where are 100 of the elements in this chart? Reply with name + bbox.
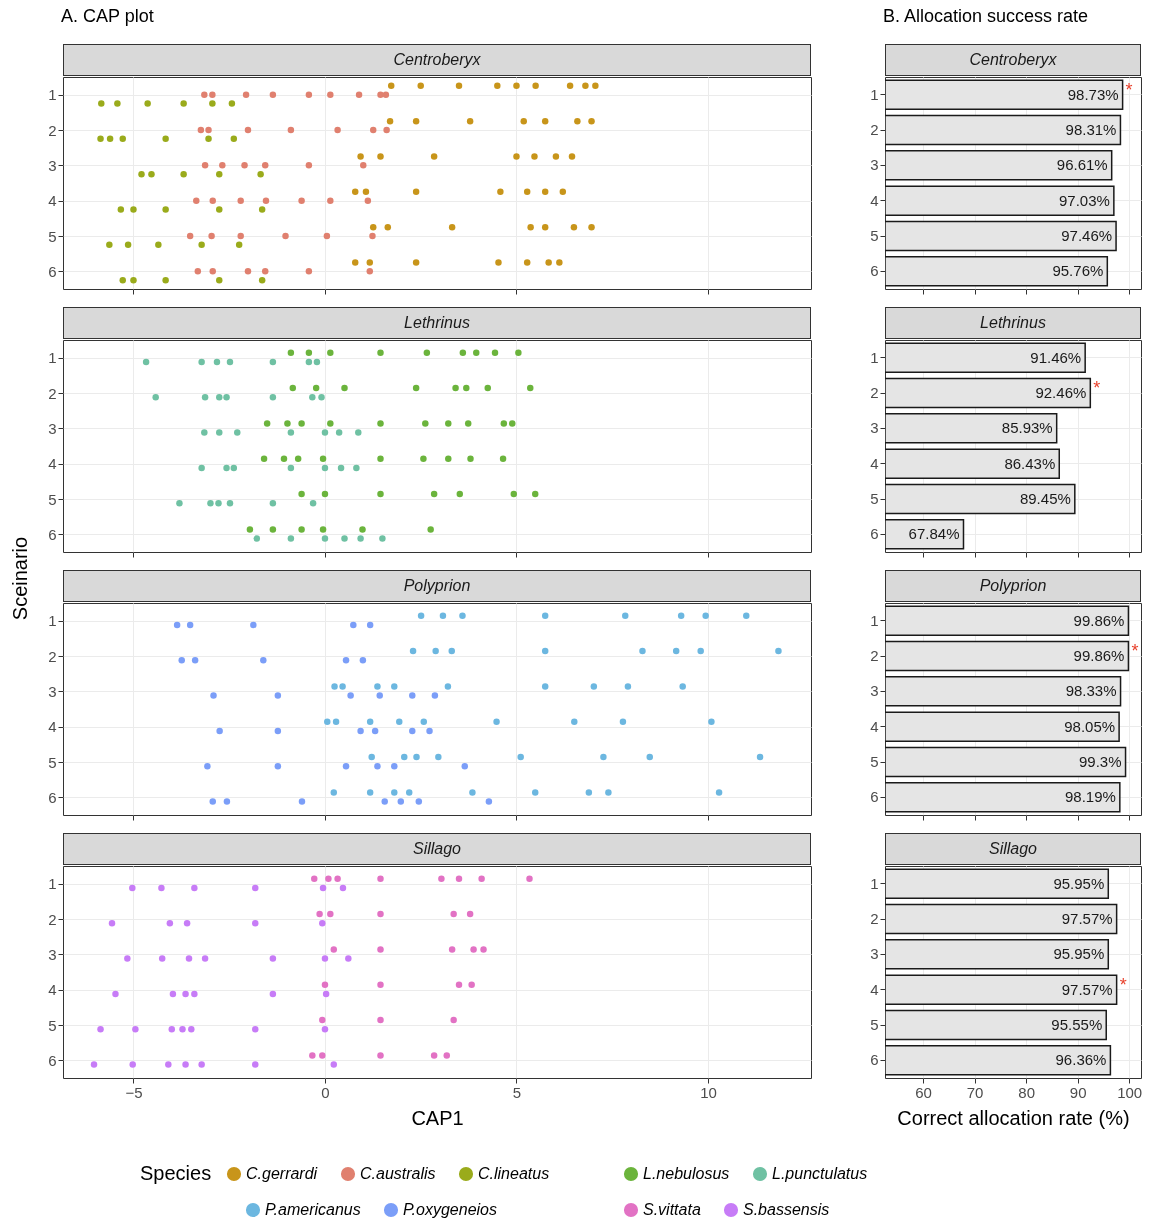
point bbox=[423, 349, 431, 356]
y-tick-label: 1 bbox=[870, 348, 879, 366]
point bbox=[228, 100, 236, 107]
point bbox=[269, 91, 277, 98]
y-tick-label: 6 bbox=[48, 262, 57, 280]
point bbox=[517, 753, 524, 761]
point bbox=[169, 990, 177, 998]
point bbox=[325, 875, 332, 882]
point bbox=[374, 683, 381, 690]
point bbox=[345, 955, 352, 962]
point bbox=[495, 259, 502, 266]
point bbox=[119, 135, 126, 143]
point bbox=[129, 1061, 136, 1068]
point bbox=[209, 91, 216, 98]
point bbox=[351, 259, 359, 266]
point bbox=[201, 91, 208, 98]
y-tick-label: 6 bbox=[870, 525, 879, 543]
point bbox=[309, 1052, 316, 1059]
point bbox=[97, 135, 104, 143]
data-label: 96.36% bbox=[1055, 1051, 1107, 1069]
point bbox=[509, 420, 516, 427]
point bbox=[321, 955, 329, 962]
chart-title: Polyprion bbox=[63, 570, 811, 602]
point bbox=[413, 753, 420, 761]
point bbox=[448, 223, 456, 231]
point bbox=[339, 884, 347, 892]
point bbox=[397, 798, 405, 805]
point bbox=[461, 763, 469, 770]
y-tick-label: 4 bbox=[48, 718, 57, 736]
data-label: 95.55% bbox=[1051, 1016, 1103, 1033]
y-tick-label: 6 bbox=[48, 788, 57, 806]
legend-label: L.nebulosus bbox=[643, 1165, 730, 1182]
y-tick-label: 4 bbox=[870, 717, 879, 735]
y-tick-label: 3 bbox=[870, 419, 879, 437]
point bbox=[191, 990, 198, 998]
y-tick-label: 6 bbox=[48, 1051, 57, 1069]
point bbox=[590, 683, 598, 690]
point bbox=[570, 223, 578, 231]
point bbox=[391, 789, 398, 796]
point bbox=[366, 718, 374, 725]
point bbox=[527, 384, 534, 392]
point bbox=[422, 420, 429, 427]
point bbox=[494, 82, 501, 90]
point bbox=[369, 223, 377, 231]
point bbox=[182, 990, 189, 998]
point bbox=[756, 753, 764, 761]
point bbox=[309, 394, 316, 401]
point bbox=[182, 1061, 189, 1068]
point bbox=[165, 1061, 172, 1068]
point bbox=[322, 990, 330, 998]
point bbox=[216, 276, 223, 284]
point bbox=[216, 206, 223, 213]
point bbox=[463, 384, 470, 392]
point bbox=[409, 692, 416, 699]
point bbox=[377, 490, 384, 498]
point bbox=[438, 875, 445, 882]
point bbox=[541, 647, 549, 655]
point bbox=[313, 358, 321, 366]
point bbox=[327, 91, 334, 98]
point bbox=[168, 1026, 176, 1033]
point bbox=[545, 259, 552, 266]
annotation: * bbox=[1125, 79, 1133, 100]
y-tick-label: 6 bbox=[870, 788, 879, 806]
point bbox=[526, 875, 533, 882]
point bbox=[499, 455, 507, 462]
y-tick-label: 3 bbox=[870, 156, 879, 174]
x-tick-label: 5 bbox=[512, 1083, 522, 1101]
point bbox=[321, 429, 329, 436]
point bbox=[412, 188, 420, 196]
point bbox=[114, 100, 121, 107]
point bbox=[459, 612, 466, 619]
y-tick-label: 1 bbox=[870, 85, 879, 103]
point bbox=[702, 612, 709, 619]
point bbox=[341, 384, 348, 392]
point bbox=[223, 394, 230, 401]
point bbox=[341, 535, 348, 542]
point bbox=[582, 82, 589, 90]
point bbox=[298, 197, 305, 204]
point bbox=[619, 718, 627, 725]
x-tick-label: 60 bbox=[915, 1083, 932, 1101]
point bbox=[412, 259, 420, 266]
point bbox=[186, 621, 194, 629]
y-tick-label: 5 bbox=[870, 227, 879, 244]
y-tick-label: 5 bbox=[870, 490, 879, 507]
y-tick-label: 5 bbox=[48, 1016, 57, 1034]
point bbox=[334, 126, 341, 134]
point bbox=[513, 82, 520, 90]
point bbox=[334, 875, 341, 882]
point bbox=[585, 789, 593, 796]
point bbox=[298, 420, 305, 427]
point bbox=[162, 206, 169, 213]
y-tick-label: 6 bbox=[870, 262, 879, 280]
legend-label: C.lineatus bbox=[478, 1165, 550, 1182]
point bbox=[260, 455, 268, 462]
point bbox=[523, 188, 531, 196]
data-label: 97.57% bbox=[1061, 910, 1113, 927]
point bbox=[448, 647, 455, 655]
point bbox=[677, 612, 685, 619]
point bbox=[366, 259, 374, 266]
point bbox=[480, 946, 487, 953]
